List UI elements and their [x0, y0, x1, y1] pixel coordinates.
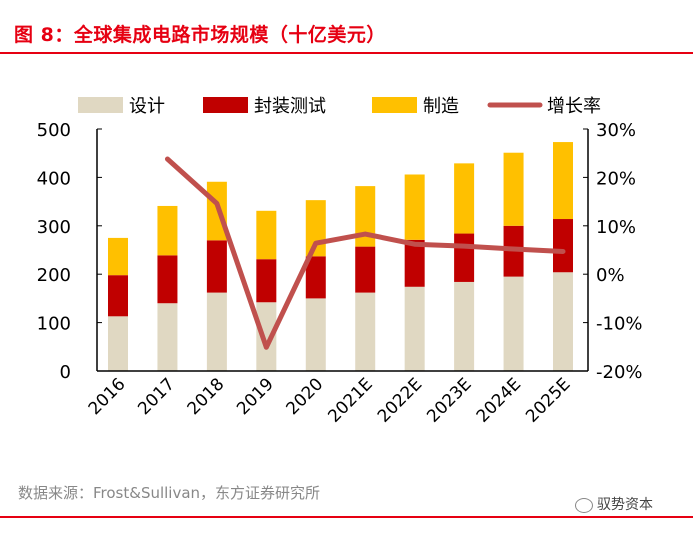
left-tick-label: 300	[37, 217, 71, 238]
left-tick-label: 400	[37, 168, 71, 189]
legend-swatch	[78, 97, 123, 113]
bar-0-2018	[206, 292, 227, 371]
bar-1-2016	[108, 275, 128, 317]
bar-0-2019	[256, 302, 277, 371]
bar-0-2023E	[454, 281, 475, 371]
bar-0-2024E	[503, 276, 524, 371]
x-tick-label: 2022E	[374, 374, 426, 426]
left-tick-label: 500	[37, 120, 71, 141]
chart-title: 图 8：全球集成电路市场规模（十亿美元）	[14, 24, 386, 46]
bar-2-2017	[157, 205, 178, 256]
bar-1-2021E	[355, 246, 376, 293]
legend-label: 设计	[129, 96, 165, 117]
bar-2-2016	[108, 237, 128, 276]
x-tick-label: 2021E	[324, 374, 376, 426]
legend-swatch	[203, 97, 248, 113]
x-tick-label: 2020	[283, 374, 328, 419]
bar-2-2021E	[355, 186, 376, 247]
bar-2-2019	[256, 210, 277, 260]
bar-1-2025E	[553, 219, 573, 273]
right-tick-label: 30%	[596, 120, 636, 141]
bar-0-2025E	[553, 272, 573, 371]
x-tick-label: 2023E	[423, 374, 475, 426]
x-tick-label: 2018	[184, 374, 229, 419]
bar-1-2018	[206, 240, 227, 293]
bar-0-2020	[305, 298, 326, 371]
x-tick-label: 2016	[85, 374, 130, 419]
right-tick-label: 0%	[596, 265, 625, 286]
legend-label: 制造	[423, 96, 459, 117]
right-tick-label: -20%	[596, 362, 643, 383]
legend-label: 封装测试	[254, 96, 326, 117]
left-tick-label: 100	[37, 314, 71, 335]
right-tick-label: 20%	[596, 168, 636, 189]
x-tick-label: 2017	[134, 374, 179, 419]
bar-2-2022E	[404, 174, 425, 240]
wechat-icon	[575, 497, 593, 513]
watermark: 驭势资本	[575, 494, 653, 514]
x-tick-label: 2025E	[522, 374, 574, 426]
bar-2-2025E	[553, 142, 573, 220]
bar-2-2024E	[503, 152, 524, 226]
source-note: 数据来源：Frost&Sullivan，东方证券研究所	[18, 484, 321, 502]
bottom-rule	[0, 516, 693, 518]
watermark-text: 驭势资本	[597, 497, 653, 513]
bar-0-2016	[108, 316, 128, 371]
bar-0-2021E	[355, 292, 376, 371]
left-tick-label: 200	[37, 265, 71, 286]
bar-1-2020	[305, 256, 326, 299]
bar-1-2023E	[454, 233, 475, 282]
left-tick-label: 0	[60, 362, 71, 383]
legend-label: 增长率	[547, 96, 601, 117]
right-tick-label: -10%	[596, 314, 643, 335]
x-tick-label: 2019	[233, 374, 278, 419]
legend-swatch	[372, 97, 417, 113]
bar-0-2022E	[404, 286, 425, 371]
bar-1-2019	[256, 259, 277, 303]
bar-1-2022E	[404, 239, 425, 287]
bar-1-2017	[157, 255, 178, 304]
x-tick-label: 2024E	[473, 374, 525, 426]
title-rule	[0, 52, 693, 54]
bar-2-2023E	[454, 163, 475, 234]
right-tick-label: 10%	[596, 217, 636, 238]
bar-0-2017	[157, 303, 178, 371]
